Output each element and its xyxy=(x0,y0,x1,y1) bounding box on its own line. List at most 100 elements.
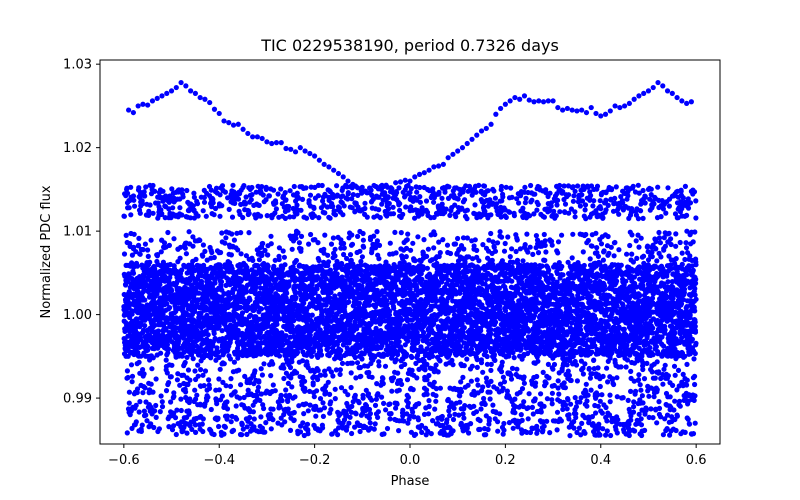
arc-point xyxy=(331,167,337,173)
arc-point xyxy=(340,174,346,180)
arc-point xyxy=(416,171,423,177)
arc-point xyxy=(626,100,632,107)
arc-point xyxy=(130,109,136,116)
arc-point xyxy=(550,98,556,104)
arc-point xyxy=(545,98,551,104)
arc-point xyxy=(512,94,518,101)
arc-point xyxy=(564,105,570,112)
arc-point xyxy=(140,101,146,107)
arc-point xyxy=(393,180,399,186)
arc-point xyxy=(455,148,461,154)
arc-point xyxy=(436,163,442,169)
arc-point xyxy=(302,148,308,154)
arc-point xyxy=(164,90,170,96)
arc-point xyxy=(397,179,404,185)
arc-point xyxy=(498,105,504,112)
y-tick-label: 1.03 xyxy=(63,58,92,73)
arc-point xyxy=(631,96,637,102)
arc-point xyxy=(202,96,208,102)
arc-point xyxy=(560,107,566,113)
arc-point xyxy=(526,97,532,103)
arc-point xyxy=(617,104,623,111)
arc-point xyxy=(598,113,604,119)
arc-point xyxy=(431,164,437,170)
y-tick-label: 0.99 xyxy=(63,392,92,407)
arc-point xyxy=(459,145,466,151)
arc-point xyxy=(278,140,284,146)
arc-point xyxy=(450,151,456,157)
arc-point xyxy=(612,103,618,109)
arc-point xyxy=(679,98,685,104)
arc-point xyxy=(273,140,280,146)
arc-point xyxy=(312,153,318,159)
main-band-points xyxy=(121,182,699,439)
arc-point xyxy=(469,136,475,142)
main-band-markers xyxy=(121,182,699,439)
x-tick-label: 0.4 xyxy=(590,453,611,468)
arc-point xyxy=(574,108,580,114)
arc-point xyxy=(326,164,332,170)
arc-point xyxy=(254,134,260,140)
arc-point xyxy=(531,99,537,105)
arc-point xyxy=(378,186,384,192)
arc-point xyxy=(240,126,246,132)
arc-point xyxy=(321,161,327,167)
y-axis: 0.99 1.00 1.01 1.02 1.03 xyxy=(63,58,100,407)
arc-point xyxy=(159,93,165,99)
arc-point xyxy=(359,188,365,194)
arc-point xyxy=(622,103,628,109)
arc-point xyxy=(493,111,499,117)
arc-point xyxy=(269,140,275,147)
arc-point xyxy=(688,99,694,105)
arc-point xyxy=(440,161,446,167)
arc-point xyxy=(474,132,480,138)
arc-point xyxy=(173,84,179,91)
y-axis-label: Normalized PDC flux xyxy=(39,185,54,318)
arc-point xyxy=(283,145,289,152)
arc-point xyxy=(307,150,313,157)
y-tick-label: 1.02 xyxy=(63,141,92,156)
arc-point xyxy=(350,181,356,187)
arc-point xyxy=(650,84,656,91)
x-axis: −0.6 −0.4 −0.2 0.0 0.2 0.4 0.6 xyxy=(108,444,706,468)
arc-point xyxy=(183,83,189,89)
arc-point xyxy=(607,108,613,114)
x-tick-label: −0.4 xyxy=(203,453,235,468)
arc-point xyxy=(226,120,232,126)
arc-point xyxy=(178,79,184,86)
arc-point xyxy=(579,107,585,113)
arc-point xyxy=(488,121,494,127)
arc-point xyxy=(221,118,227,124)
arc-point xyxy=(660,83,666,89)
arc-point xyxy=(402,177,408,183)
x-tick-label: −0.6 xyxy=(108,453,140,468)
arc-point xyxy=(335,170,342,177)
arc-point xyxy=(145,102,151,108)
arc-point xyxy=(445,155,451,161)
arc-point xyxy=(655,79,661,86)
arc-point xyxy=(421,170,427,176)
arc-point xyxy=(168,88,175,94)
arc-point xyxy=(426,167,432,173)
arc-point xyxy=(555,104,561,111)
arc-point xyxy=(412,174,418,180)
arc-point xyxy=(602,111,609,117)
arc-point xyxy=(259,135,265,142)
outlier-arc-markers xyxy=(126,79,694,199)
arc-point xyxy=(540,99,547,105)
arc-point xyxy=(369,192,375,198)
arc-point xyxy=(521,93,528,99)
arc-point xyxy=(536,98,542,104)
arc-point xyxy=(517,96,523,102)
arc-point xyxy=(207,99,213,106)
arc-point xyxy=(192,90,198,96)
arc-point xyxy=(188,88,194,94)
arc-point xyxy=(388,185,394,191)
arc-point xyxy=(235,121,241,127)
arc-point xyxy=(407,178,413,184)
arc-point xyxy=(250,134,256,140)
chart-title: TIC 0229538190, period 0.7326 days xyxy=(260,36,559,55)
arc-point xyxy=(374,193,380,199)
